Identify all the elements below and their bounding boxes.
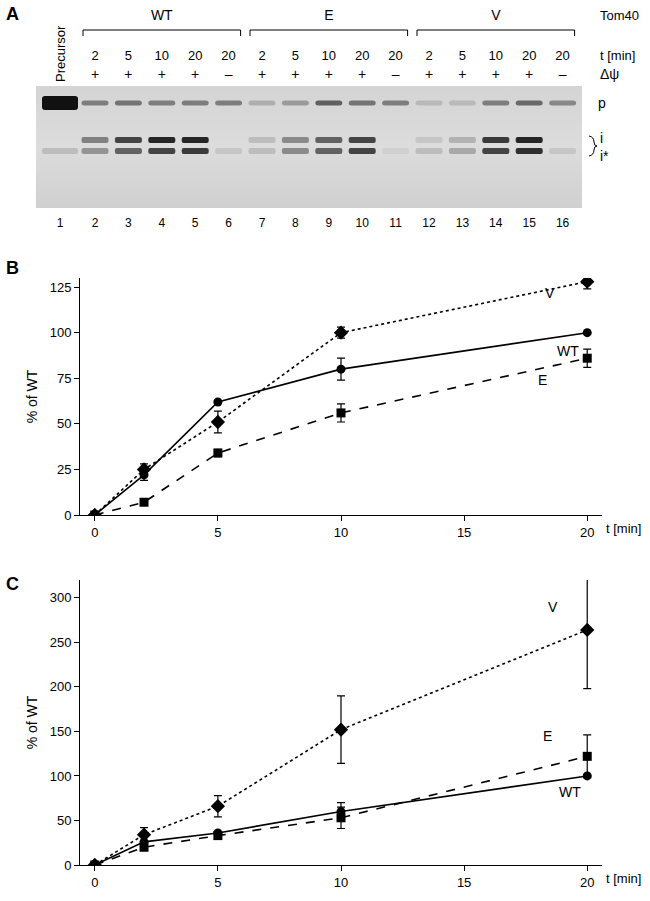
svg-text:2: 2 bbox=[425, 48, 432, 63]
svg-text:V: V bbox=[545, 285, 555, 301]
svg-text:E: E bbox=[538, 372, 547, 388]
svg-text:250: 250 bbox=[50, 635, 72, 650]
svg-text:11: 11 bbox=[389, 216, 402, 230]
svg-text:20: 20 bbox=[188, 48, 202, 63]
svg-text:A: A bbox=[6, 4, 19, 24]
svg-text:–: – bbox=[392, 66, 400, 82]
svg-text:100: 100 bbox=[50, 768, 72, 783]
svg-text:50: 50 bbox=[57, 416, 71, 431]
svg-text:% of WT: % of WT bbox=[24, 369, 40, 423]
svg-text:2: 2 bbox=[92, 216, 99, 230]
svg-text:300: 300 bbox=[50, 590, 72, 605]
svg-text:6: 6 bbox=[225, 216, 232, 230]
svg-text:25: 25 bbox=[57, 462, 71, 477]
svg-text:20: 20 bbox=[522, 48, 536, 63]
svg-text:2: 2 bbox=[258, 48, 265, 63]
svg-text:200: 200 bbox=[50, 679, 72, 694]
svg-text:+: + bbox=[258, 66, 266, 82]
svg-text:9: 9 bbox=[325, 216, 332, 230]
html-text:B: B bbox=[6, 258, 19, 278]
svg-text:10: 10 bbox=[334, 875, 348, 890]
svg-text:+: + bbox=[458, 66, 466, 82]
svg-text:16: 16 bbox=[556, 216, 570, 230]
svg-text:+: + bbox=[158, 66, 166, 82]
svg-text:20: 20 bbox=[221, 48, 235, 63]
svg-text:14: 14 bbox=[489, 216, 503, 230]
svg-text:V: V bbox=[548, 599, 558, 615]
svg-text:2: 2 bbox=[91, 48, 98, 63]
svg-text:20: 20 bbox=[355, 48, 369, 63]
svg-text:+: + bbox=[91, 66, 99, 82]
svg-text:150: 150 bbox=[50, 724, 72, 739]
svg-text:20: 20 bbox=[580, 875, 594, 890]
svg-text:5: 5 bbox=[214, 525, 221, 540]
svg-text:20: 20 bbox=[580, 525, 594, 540]
svg-text:E: E bbox=[324, 7, 333, 23]
svg-text:+: + bbox=[124, 66, 132, 82]
svg-text:5: 5 bbox=[125, 48, 132, 63]
svg-text:Δψ: Δψ bbox=[600, 66, 619, 82]
svg-text:20: 20 bbox=[555, 48, 569, 63]
svg-text:10: 10 bbox=[322, 48, 336, 63]
svg-text:t [min]: t [min] bbox=[600, 48, 635, 63]
svg-text:50: 50 bbox=[57, 813, 71, 828]
svg-text:5: 5 bbox=[459, 48, 466, 63]
svg-text:0: 0 bbox=[91, 525, 98, 540]
svg-text:+: + bbox=[325, 66, 333, 82]
svg-text:5: 5 bbox=[292, 48, 299, 63]
svg-text:75: 75 bbox=[57, 371, 71, 386]
svg-text:10: 10 bbox=[489, 48, 503, 63]
svg-text:WT: WT bbox=[559, 784, 581, 800]
svg-text:E: E bbox=[543, 728, 552, 744]
svg-text:+: + bbox=[358, 66, 366, 82]
svg-text:7: 7 bbox=[259, 216, 266, 230]
svg-text:5: 5 bbox=[192, 216, 199, 230]
svg-text:i: i bbox=[600, 130, 603, 146]
svg-text:p: p bbox=[598, 95, 606, 111]
svg-text:3: 3 bbox=[125, 216, 132, 230]
svg-text:1: 1 bbox=[57, 216, 64, 230]
svg-text:+: + bbox=[291, 66, 299, 82]
svg-text:–: – bbox=[225, 66, 233, 82]
svg-text:+: + bbox=[492, 66, 500, 82]
svg-text:0: 0 bbox=[64, 858, 71, 873]
svg-text:100: 100 bbox=[50, 325, 72, 340]
svg-text:t [min]: t [min] bbox=[606, 871, 641, 886]
svg-text:15: 15 bbox=[457, 525, 471, 540]
svg-text:10: 10 bbox=[155, 48, 169, 63]
svg-text:125: 125 bbox=[50, 280, 72, 295]
svg-text:15: 15 bbox=[523, 216, 537, 230]
svg-text:20: 20 bbox=[388, 48, 402, 63]
svg-text:+: + bbox=[525, 66, 533, 82]
svg-text:WT: WT bbox=[557, 343, 579, 359]
svg-text:–: – bbox=[559, 66, 567, 82]
svg-text:4: 4 bbox=[158, 216, 165, 230]
svg-text:% of WT: % of WT bbox=[24, 695, 40, 749]
svg-text:0: 0 bbox=[64, 508, 71, 523]
svg-text:i*: i* bbox=[600, 148, 609, 164]
svg-text:0: 0 bbox=[91, 875, 98, 890]
svg-text:13: 13 bbox=[456, 216, 470, 230]
svg-text:10: 10 bbox=[356, 216, 370, 230]
svg-text:8: 8 bbox=[292, 216, 299, 230]
svg-text:t [min]: t [min] bbox=[606, 521, 641, 536]
svg-text:5: 5 bbox=[214, 875, 221, 890]
svg-text:V: V bbox=[491, 7, 501, 23]
svg-text:Tom40: Tom40 bbox=[600, 8, 639, 23]
svg-text:Precursor: Precursor bbox=[53, 25, 68, 82]
svg-text:WT: WT bbox=[151, 7, 173, 23]
svg-text:12: 12 bbox=[422, 216, 436, 230]
svg-text:15: 15 bbox=[457, 875, 471, 890]
svg-text:+: + bbox=[425, 66, 433, 82]
html-text:C: C bbox=[6, 574, 19, 594]
svg-text:10: 10 bbox=[334, 525, 348, 540]
svg-text:+: + bbox=[191, 66, 199, 82]
